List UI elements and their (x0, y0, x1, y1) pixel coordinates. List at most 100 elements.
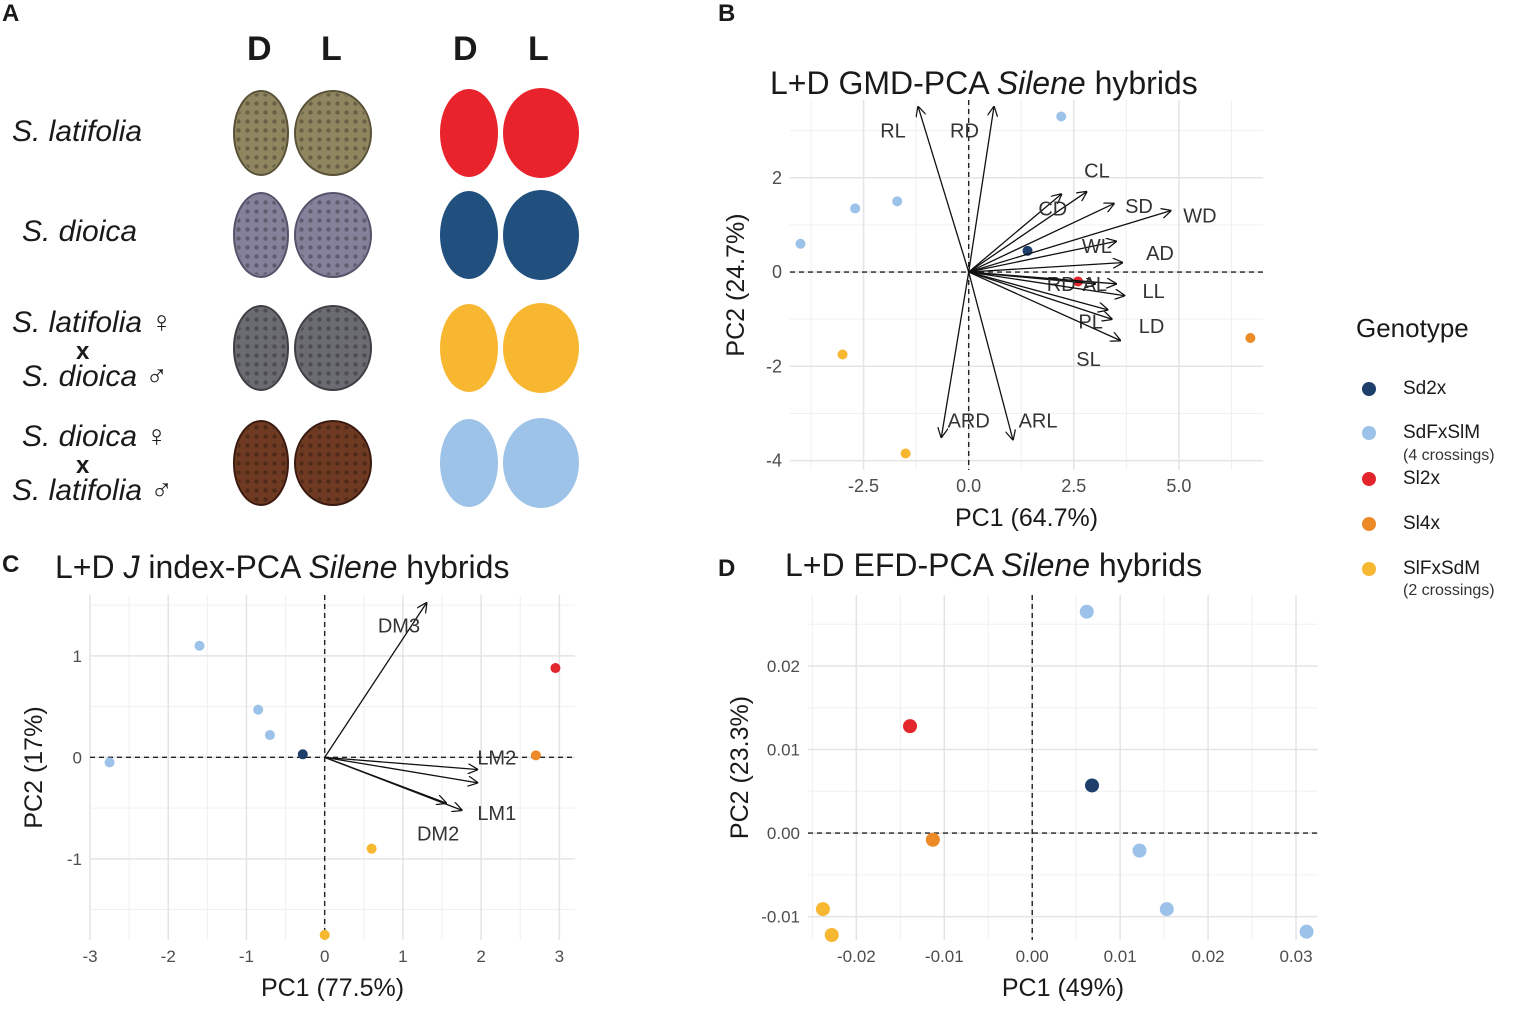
vector-label: WD (1183, 205, 1216, 227)
seed-photo-l-row3-texture (297, 308, 369, 388)
legend-label-sd2x: Sd2x (1403, 378, 1447, 399)
data-point-sdfxslm (264, 730, 275, 741)
vector-label: LL (1143, 281, 1165, 303)
x-tick-label: 0.02 (1192, 947, 1225, 966)
vector-label: RL (880, 121, 906, 143)
loading-vector (968, 271, 1116, 284)
data-point-sl2x (1073, 276, 1084, 287)
vector-label: WL (1082, 236, 1112, 258)
data-point-sd2x (1085, 778, 1100, 793)
vector-label: DM2 (417, 823, 459, 845)
col-header-d-shape: D (453, 30, 478, 68)
loading-vector (968, 263, 1122, 273)
col-header-l-photo: L (321, 30, 342, 68)
x-tick-label: -2 (161, 947, 176, 966)
data-point-slfxsdm (366, 843, 377, 854)
loading-vector (968, 271, 1112, 319)
legend-dot-sl4x (1362, 517, 1376, 531)
legend-dot-sdfxslm (1362, 426, 1376, 440)
seed-outline-l-row2 (503, 190, 579, 280)
vector-label: SD (1125, 196, 1153, 218)
vector-label: AD (1146, 243, 1174, 265)
x-axis-title: PC1 (49%) (1002, 974, 1124, 1002)
data-point-sdfxslm (1132, 843, 1147, 858)
seed-outline-l-row1 (503, 88, 579, 178)
species-label-dioica: S. dioica (22, 215, 138, 248)
x-tick-label: 5.0 (1166, 476, 1191, 496)
legend-label-sdfxslm: SdFxSlM (1403, 422, 1481, 443)
seed-photo-d-row3-texture (236, 308, 286, 388)
seed-outline-d-row3 (440, 304, 498, 392)
loading-vector (968, 107, 994, 273)
vector-label: CD (1038, 198, 1067, 220)
y-tick-label: 0.00 (767, 824, 800, 843)
legend-label-sl4x: Sl4x (1403, 513, 1440, 534)
loading-vector (968, 192, 1087, 273)
vector-label: LD (1139, 316, 1165, 338)
x-tick-label: -0.02 (837, 947, 876, 966)
vector-label: ARD (948, 411, 990, 433)
data-point-sdfxslm (253, 704, 264, 715)
col-header-d-photo: D (247, 30, 272, 68)
vector-label: RD (950, 121, 979, 143)
legend-dot-slfxsdm (1362, 562, 1376, 576)
y-axis-title: PC2 (17%) (20, 706, 48, 828)
x-tick-label: 0.0 (956, 476, 981, 496)
cross2-male-label: S. latifolia ♂ (12, 474, 173, 507)
y-tick-label: 1 (73, 647, 82, 666)
vector-label: SL (1076, 349, 1100, 371)
cross2-x: x (76, 452, 90, 479)
legend-sub-sdfxslm: (4 crossings) (1403, 447, 1495, 464)
seed-photo-l-row1-texture (297, 93, 369, 173)
y-tick-label: -4 (766, 451, 782, 471)
data-point-sd2x (297, 749, 308, 760)
chart-title: L+D EFD-PCA Silene hybrids (785, 547, 1202, 583)
data-point-sdfxslm (1299, 924, 1314, 939)
vector-label: DM3 (378, 615, 420, 637)
data-point-slfxsdm (900, 448, 911, 459)
cross2-female-label: S. dioica ♀ (22, 420, 168, 453)
seed-photo-d-row4-texture (236, 423, 286, 503)
data-point-sl2x (550, 663, 561, 674)
y-tick-label: -0.01 (761, 908, 800, 927)
y-tick-label: 0 (73, 748, 82, 767)
legend-title: Genotype (1356, 313, 1469, 343)
loading-vector (968, 194, 1061, 273)
chart-title: L+D GMD-PCA Silene hybrids (770, 65, 1198, 101)
legend-label-slfxsdm: SlFxSdM (1403, 558, 1481, 579)
data-point-sdfxslm (850, 203, 861, 214)
efd-pca-chart: L+D EFD-PCA Silene hybrids -0.02 -0.01 0.00… (726, 547, 1318, 1002)
panel-b-letter: B (718, 0, 736, 27)
loading-vector (968, 204, 1114, 273)
x-tick-label: 2.5 (1061, 476, 1086, 496)
loading-vector (918, 107, 970, 273)
panel-c-letter: C (2, 551, 20, 578)
x-tick-label: 2 (476, 947, 485, 966)
data-point-slfxsdm (837, 349, 848, 360)
y-tick-label: 0 (772, 262, 782, 282)
y-tick-label: -2 (766, 356, 782, 376)
cross1-male-label: S. dioica ♂ (22, 360, 168, 393)
y-tick-label: -1 (67, 850, 82, 869)
x-axis-title: PC1 (77.5%) (261, 974, 404, 1002)
vector-label: LM2 (477, 747, 516, 769)
data-point-sl4x (530, 750, 541, 761)
y-axis-title: PC2 (23.3%) (726, 696, 754, 839)
loading-vector (968, 271, 1120, 340)
loading-vector (324, 756, 446, 803)
data-point-sl4x (925, 832, 940, 847)
seed-outline-d-row1 (440, 89, 498, 177)
data-point-sdfxslm (795, 238, 806, 249)
panel-d-letter: D (718, 555, 736, 582)
data-point-sl2x (903, 719, 917, 734)
data-point-sdfxslm (194, 640, 205, 651)
gmd-pca-chart: L+D GMD-PCA Silene hybrids -2.5 0.0 2.5 5.0 -… (722, 65, 1263, 532)
seed-outline-l-row3 (503, 303, 579, 393)
vector-label: CL (1084, 161, 1110, 183)
loading-vector (968, 271, 1108, 310)
vector-label: LM1 (477, 803, 516, 825)
y-tick-label: 0.01 (767, 741, 800, 760)
x-tick-label: -3 (82, 947, 97, 966)
legend-label-sl2x: Sl2x (1403, 468, 1440, 489)
jindex-pca-chart: L+D J index-PCA Silene hybrids -3 -2 -1 0 1 2 3… (20, 549, 575, 1002)
